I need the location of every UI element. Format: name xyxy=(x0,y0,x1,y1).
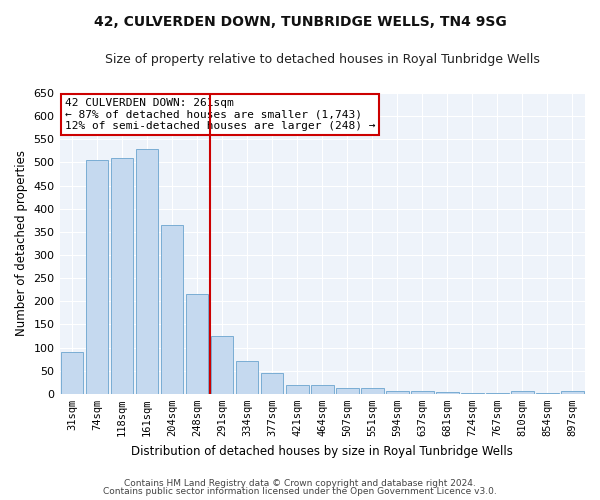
Bar xyxy=(386,392,409,394)
Bar xyxy=(211,336,233,394)
Bar xyxy=(261,373,283,394)
Text: 42 CULVERDEN DOWN: 261sqm
← 87% of detached houses are smaller (1,743)
12% of se: 42 CULVERDEN DOWN: 261sqm ← 87% of detac… xyxy=(65,98,375,131)
Text: Contains HM Land Registry data © Crown copyright and database right 2024.: Contains HM Land Registry data © Crown c… xyxy=(124,478,476,488)
Bar xyxy=(236,362,259,394)
Bar xyxy=(336,388,359,394)
Bar xyxy=(286,384,308,394)
Bar xyxy=(561,392,584,394)
Bar xyxy=(361,388,383,394)
Bar xyxy=(186,294,208,394)
Bar xyxy=(111,158,133,394)
X-axis label: Distribution of detached houses by size in Royal Tunbridge Wells: Distribution of detached houses by size … xyxy=(131,444,513,458)
Bar xyxy=(161,225,184,394)
Text: 42, CULVERDEN DOWN, TUNBRIDGE WELLS, TN4 9SG: 42, CULVERDEN DOWN, TUNBRIDGE WELLS, TN4… xyxy=(94,15,506,29)
Bar xyxy=(411,392,434,394)
Bar xyxy=(136,148,158,394)
Title: Size of property relative to detached houses in Royal Tunbridge Wells: Size of property relative to detached ho… xyxy=(105,52,540,66)
Bar xyxy=(86,160,109,394)
Bar xyxy=(311,384,334,394)
Bar xyxy=(61,352,83,394)
Bar xyxy=(511,391,534,394)
Y-axis label: Number of detached properties: Number of detached properties xyxy=(15,150,28,336)
Text: Contains public sector information licensed under the Open Government Licence v3: Contains public sector information licen… xyxy=(103,487,497,496)
Bar xyxy=(436,392,458,394)
